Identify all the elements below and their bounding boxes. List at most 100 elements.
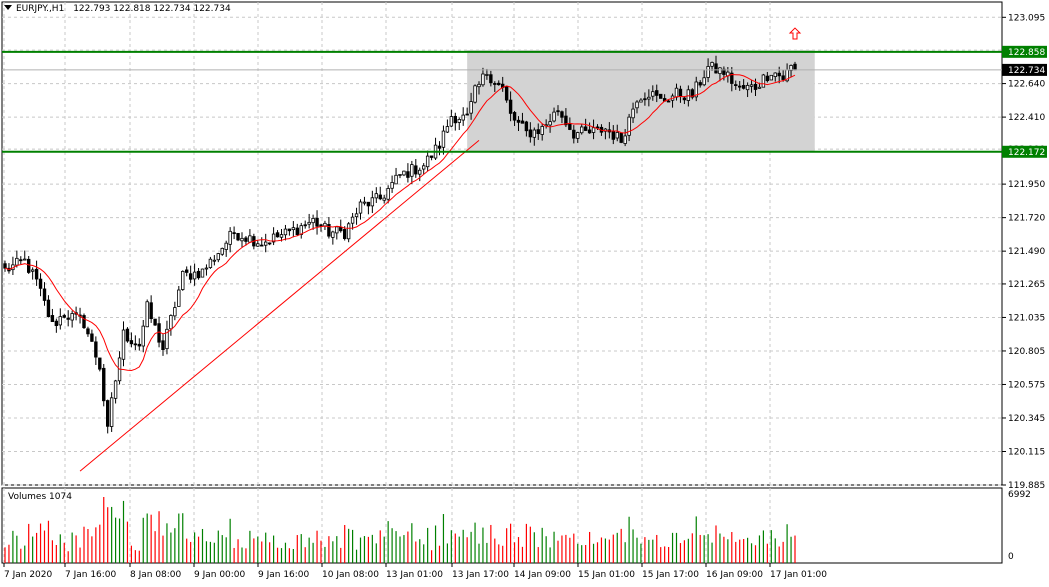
candle-body (580, 126, 584, 134)
candle-body (236, 232, 240, 241)
volumes-label: Volumes 1074 (8, 492, 72, 502)
candle-body (169, 315, 173, 330)
candle-body (248, 235, 252, 243)
candle-body (263, 241, 268, 246)
candle-body (66, 317, 70, 320)
candle-body (560, 111, 564, 118)
x-tick-label: 15 Jan 17:00 (642, 570, 699, 580)
candle-body (307, 221, 311, 225)
candle-body (461, 114, 465, 121)
candle-body (129, 340, 134, 345)
candle-body (508, 99, 513, 114)
candle-body (741, 85, 746, 89)
y-tick-label: 121.950 (1008, 180, 1045, 190)
candle-body (46, 299, 51, 318)
candle-body (3, 263, 7, 269)
candle-body (745, 85, 750, 91)
candle-body (769, 74, 773, 81)
candle-body (188, 273, 193, 280)
candle-body (303, 224, 307, 227)
candle-body (615, 132, 619, 139)
candle-body (216, 253, 220, 261)
candle-body (655, 90, 659, 96)
candle-body (165, 328, 169, 350)
candle-body (42, 288, 47, 301)
current-price-tag (1002, 63, 1047, 76)
candle-body (260, 244, 264, 247)
chart-header: EURJPY.,H1 122.793 122.818 122.734 122.7… (4, 4, 231, 14)
candle-body (722, 68, 726, 75)
y-tick-label: 121.490 (1008, 247, 1045, 257)
candle-body (54, 320, 59, 327)
candle-body (493, 83, 497, 85)
resistance-level-label: 122.858 (1008, 48, 1045, 58)
x-tick-label: 13 Jan 17:00 (452, 570, 509, 580)
candle-body (583, 126, 588, 131)
candle-body (26, 258, 31, 273)
candle-body (469, 101, 473, 114)
x-tick-label: 7 Jan 16:00 (65, 570, 117, 580)
candle-body (619, 132, 623, 143)
candle-body (694, 81, 698, 98)
candle-body (540, 126, 544, 135)
candle-body (133, 343, 138, 346)
candle-body (753, 83, 758, 90)
candle-body (94, 341, 98, 358)
candle-body (765, 75, 770, 82)
candle-body (718, 67, 722, 75)
candle-body (366, 201, 371, 207)
ohlc-open: 122.793 (73, 4, 111, 14)
candle-body (161, 340, 165, 351)
candle-body (38, 278, 43, 289)
x-tick-label: 14 Jan 09:00 (514, 570, 571, 580)
ohlc-high: 122.818 (113, 4, 151, 14)
candle-body (524, 121, 529, 132)
candle-body (153, 318, 157, 326)
candle-body (145, 301, 149, 328)
candle-body (98, 357, 102, 370)
candle-body (256, 243, 260, 247)
candle-body (532, 129, 536, 138)
candle-body (34, 268, 39, 280)
candle-body (777, 72, 781, 77)
candle-body (690, 89, 694, 98)
candle-body (666, 100, 671, 103)
candle-body (674, 87, 679, 98)
x-tick-label: 8 Jan 08:00 (130, 570, 182, 580)
candle-body (291, 227, 296, 231)
volume-zero-label: 0 (1008, 552, 1014, 562)
candle-body (548, 121, 552, 126)
arrow-up-icon (788, 27, 802, 40)
y-tick-label: 123.095 (1008, 13, 1045, 23)
candle-body (702, 77, 706, 86)
candle-body (706, 66, 710, 78)
candle-body (15, 257, 19, 266)
candle-body (576, 132, 580, 139)
candle-body (418, 169, 422, 175)
candle-body (406, 171, 410, 178)
candle-body (568, 123, 572, 130)
candle-body (224, 242, 228, 250)
candle-body (342, 229, 347, 239)
candle-body (504, 86, 509, 101)
candle-body (177, 289, 181, 307)
moving-average-line (4, 73, 796, 372)
candle-body (512, 112, 517, 121)
candle-body (390, 182, 394, 189)
candle-body (315, 217, 319, 227)
candle-body (50, 315, 55, 323)
candle-body (374, 193, 378, 199)
candle-body (781, 75, 785, 80)
ohlc-low: 122.734 (153, 4, 191, 14)
candle-body (429, 155, 434, 158)
candle-body (477, 83, 481, 88)
candle-body (200, 268, 205, 278)
candle-body (627, 116, 631, 136)
candle-body (386, 188, 390, 200)
candle-body (410, 164, 414, 177)
candle-body (465, 113, 469, 116)
y-tick-label: 121.265 (1008, 280, 1045, 290)
dropdown-triangle-icon[interactable] (4, 5, 12, 10)
